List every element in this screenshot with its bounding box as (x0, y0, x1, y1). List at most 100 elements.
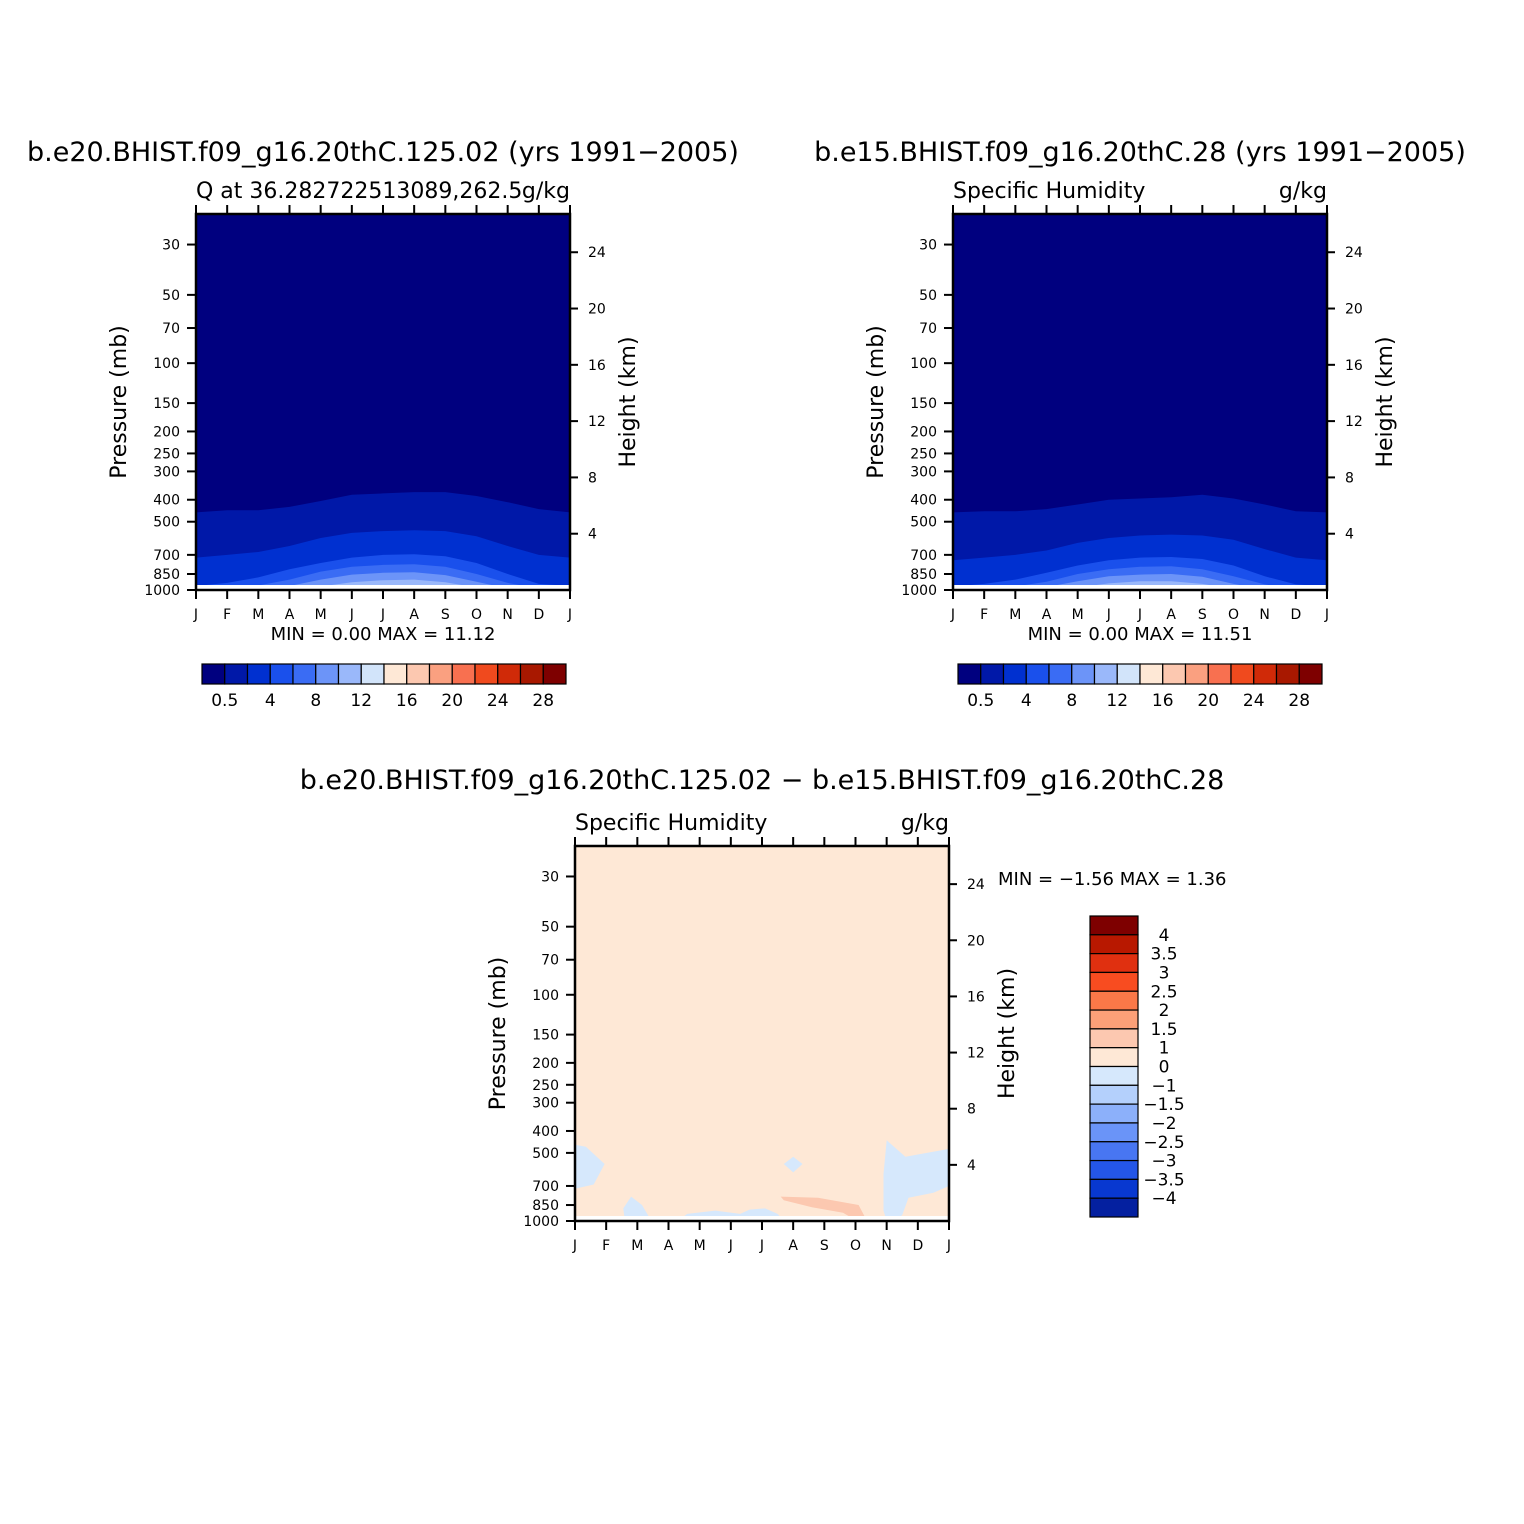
colorbar-swatch (1089, 1122, 1139, 1143)
colorbar-swatch (1089, 1009, 1139, 1030)
panel-subtitle-left: Q at 36.282722513089,262.5 (196, 179, 522, 204)
panel-units: g/kg (901, 811, 949, 836)
y-tick-label: 50 (919, 288, 937, 304)
y-tick-label: 50 (541, 920, 559, 936)
x-tick-label: S (820, 1238, 829, 1254)
colorbar-swatch (360, 663, 385, 685)
y-tick-label: 150 (153, 396, 180, 412)
colorbar-swatch (1139, 663, 1164, 685)
x-tick-label: N (1259, 607, 1269, 623)
y-right-tick-label: 20 (1345, 302, 1363, 318)
colorbar-swatch (980, 663, 1005, 685)
y-tick-label: 250 (910, 446, 937, 462)
colorbar-label: −1.5 (1143, 1095, 1184, 1115)
colorbar-label: 20 (1197, 691, 1219, 711)
y-right-tick-label: 12 (1345, 414, 1363, 430)
x-tick-label: A (409, 607, 419, 623)
x-tick-label: J (946, 1238, 951, 1254)
colorbar-swatch (1089, 1103, 1139, 1124)
colorbar-swatch (497, 663, 522, 685)
panel-subtitle-left: Specific Humidity (575, 811, 767, 836)
colorbar-label: 24 (1243, 691, 1265, 711)
x-tick-label: J (1106, 607, 1111, 623)
colorbar-label: 8 (1066, 691, 1077, 711)
x-tick-label: F (602, 1238, 610, 1254)
x-tick-label: J (572, 1238, 577, 1254)
colorbar-swatch (474, 663, 499, 685)
colorbar-label: 4 (1021, 691, 1032, 711)
y-tick-label: 400 (910, 493, 937, 509)
x-tick-label: D (912, 1238, 923, 1254)
colorbar-label: 3.5 (1150, 945, 1177, 965)
y-tick-label: 400 (153, 493, 180, 509)
colorbar-label: 12 (1106, 691, 1128, 711)
colorbar-swatch (201, 663, 226, 685)
x-tick-label: N (881, 1238, 891, 1254)
y-tick-label: 30 (919, 238, 937, 254)
y-right-tick-label: 24 (1345, 245, 1363, 261)
panel-title: b.e20.BHIST.f09_g16.20thC.125.02 − b.e15… (300, 765, 1225, 796)
colorbar-swatch (1089, 1065, 1139, 1086)
x-tick-label: A (788, 1238, 798, 1254)
colorbar: 43.532.521.510−1−1.5−2−2.5−3−3.5−4 (1089, 915, 1185, 1218)
colorbar-label: −1 (1151, 1076, 1176, 1096)
x-tick-label: F (980, 607, 988, 623)
colorbar-swatch (1071, 663, 1096, 685)
colorbar-label: 28 (532, 691, 554, 711)
plot-area (953, 214, 1327, 590)
colorbar-swatch (1253, 663, 1278, 685)
panel-2: b.e15.BHIST.f09_g16.20thC.28 (yrs 1991−2… (814, 137, 1466, 711)
x-tick-label: M (1009, 607, 1021, 623)
y-tick-label: 500 (532, 1146, 559, 1162)
colorbar-swatch (1207, 663, 1232, 685)
colorbar-label: 2 (1159, 1001, 1170, 1021)
y-right-tick-label: 24 (588, 245, 606, 261)
x-tick-label: O (471, 607, 482, 623)
panel-title: b.e15.BHIST.f09_g16.20thC.28 (yrs 1991−2… (814, 137, 1466, 168)
x-tick-label: M (694, 1238, 706, 1254)
x-tick-label: J (1324, 607, 1329, 623)
plot-area (196, 214, 570, 590)
difference-patch-2 (623, 1196, 652, 1221)
colorbar: 0.5 4 8 12 16 20 24 28 (957, 663, 1323, 711)
x-tick-label: F (223, 607, 231, 623)
y-tick-label: 200 (532, 1056, 559, 1072)
colorbar-swatch (1089, 1028, 1139, 1049)
y-right-tick-label: 20 (588, 302, 606, 318)
panel-title: b.e20.BHIST.f09_g16.20thC.125.02 (yrs 19… (27, 137, 739, 168)
colorbar-swatch (1116, 663, 1141, 685)
colorbar-label: 1.5 (1150, 1020, 1177, 1040)
y-tick-label: 100 (532, 988, 559, 1004)
colorbar-label: 8 (310, 691, 321, 711)
y-tick-label: 200 (153, 424, 180, 440)
y-tick-label: 500 (910, 515, 937, 531)
colorbar-label: −3.5 (1143, 1170, 1184, 1190)
x-tick-label: M (1072, 607, 1084, 623)
x-tick-label: A (1166, 607, 1176, 623)
x-tick-label: A (285, 607, 295, 623)
surface-strip (196, 585, 570, 590)
y-tick-label: 200 (910, 424, 937, 440)
colorbar-swatch (292, 663, 317, 685)
x-tick-label: N (502, 607, 512, 623)
difference-patch-7 (883, 1140, 949, 1221)
y-tick-label: 1000 (901, 583, 937, 599)
y-right-tick-label: 4 (967, 1158, 976, 1174)
y-right-tick-label: 12 (588, 414, 606, 430)
colorbar-label: 16 (1152, 691, 1174, 711)
colorbar-swatch (1048, 663, 1073, 685)
colorbar-label: 16 (396, 691, 418, 711)
colorbar-swatch (315, 663, 340, 685)
colorbar-swatch (269, 663, 294, 685)
difference-patch-6 (780, 1196, 865, 1221)
colorbar-swatch (428, 663, 453, 685)
y-tick-label: 300 (910, 464, 937, 480)
y-axis-label: Pressure (mb) (864, 325, 889, 479)
surface-strip (575, 1216, 949, 1221)
colorbar-swatch (224, 663, 249, 685)
y-axis-label: Pressure (mb) (107, 325, 132, 479)
y-tick-label: 1000 (523, 1214, 559, 1230)
colorbar-label: 0.5 (967, 691, 994, 711)
x-tick-label: A (664, 1238, 674, 1254)
difference-patch-1 (575, 1144, 605, 1189)
